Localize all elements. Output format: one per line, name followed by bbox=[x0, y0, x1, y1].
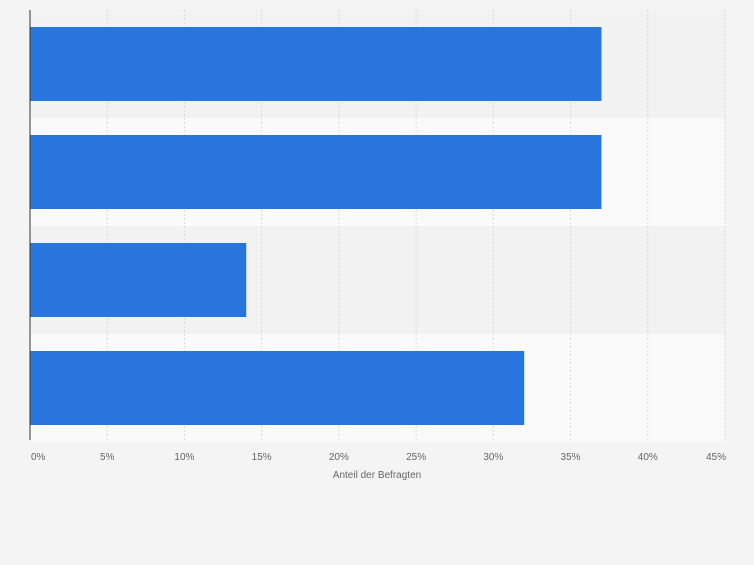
x-tick-label: 25% bbox=[406, 452, 426, 463]
x-tick-label: 5% bbox=[100, 452, 115, 463]
x-tick-label: 40% bbox=[638, 452, 658, 463]
x-tick-label: 45% bbox=[706, 452, 726, 463]
x-tick-label: 15% bbox=[252, 452, 272, 463]
x-axis-ticks: 0% 5% 10% 15% 20% 25% 30% 35% 40% 45% bbox=[31, 452, 726, 463]
x-axis-label: Anteil der Befragten bbox=[333, 470, 421, 481]
bar[interactable] bbox=[30, 135, 602, 209]
x-tick-label: 0% bbox=[31, 452, 46, 463]
x-tick-label: 10% bbox=[174, 452, 194, 463]
bar[interactable] bbox=[30, 27, 602, 101]
bars bbox=[30, 27, 602, 425]
x-tick-label: 20% bbox=[329, 452, 349, 463]
x-tick-label: 35% bbox=[561, 452, 581, 463]
x-tick-label: 30% bbox=[483, 452, 503, 463]
bar[interactable] bbox=[30, 243, 247, 317]
bar[interactable] bbox=[30, 351, 525, 425]
